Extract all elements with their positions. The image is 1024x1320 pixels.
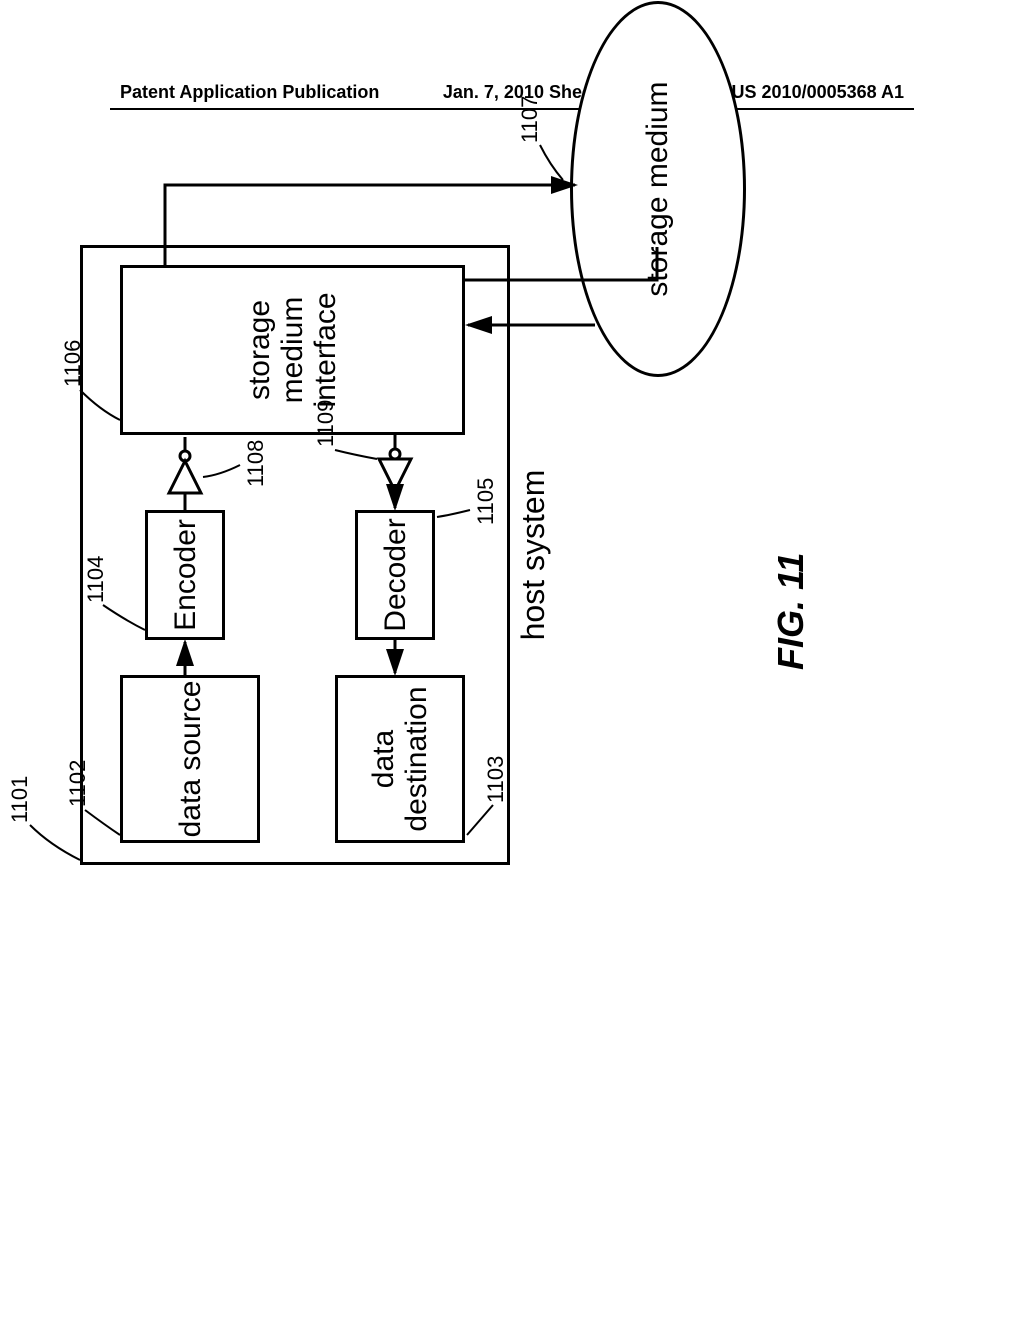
data-destination-block: data destination	[335, 675, 465, 843]
host-system-label: host system	[515, 245, 552, 865]
storage-medium-text: storage medium	[641, 81, 675, 296]
ref-1107: 1107	[517, 96, 543, 143]
storage-medium-interface-block: storage medium interface	[120, 265, 465, 435]
decoder-text: Decoder	[379, 518, 412, 631]
encoder-text: Encoder	[169, 519, 202, 631]
data-destination-text: data destination	[367, 686, 433, 831]
storage-medium-ellipse: storage medium	[570, 1, 746, 377]
figure-caption: FIG. 11	[770, 553, 812, 670]
data-source-block: data source	[120, 675, 260, 843]
ref-1109: 1109	[313, 400, 339, 447]
smi-line1: storage	[243, 300, 276, 400]
diagram: host system data source data destination…	[25, 245, 855, 865]
ref-1105: 1105	[473, 478, 499, 525]
decoder-block: Decoder	[355, 510, 435, 640]
header-left: Patent Application Publication	[120, 82, 379, 103]
ref-1103: 1103	[483, 756, 509, 803]
ref-1108: 1108	[243, 440, 269, 487]
data-source-text: data source	[174, 681, 207, 838]
smi-line3: interface	[309, 292, 342, 407]
page-header: Patent Application Publication Jan. 7, 2…	[0, 82, 1024, 103]
header-right: US 2010/0005368 A1	[732, 82, 904, 103]
ref-1104: 1104	[83, 556, 109, 603]
encoder-block: Encoder	[145, 510, 225, 640]
ref-1106: 1106	[60, 340, 86, 387]
header-rule	[110, 108, 914, 110]
ref-1102: 1102	[65, 760, 91, 807]
smi-line2: medium	[276, 297, 309, 404]
ref-1101: 1101	[7, 776, 33, 823]
